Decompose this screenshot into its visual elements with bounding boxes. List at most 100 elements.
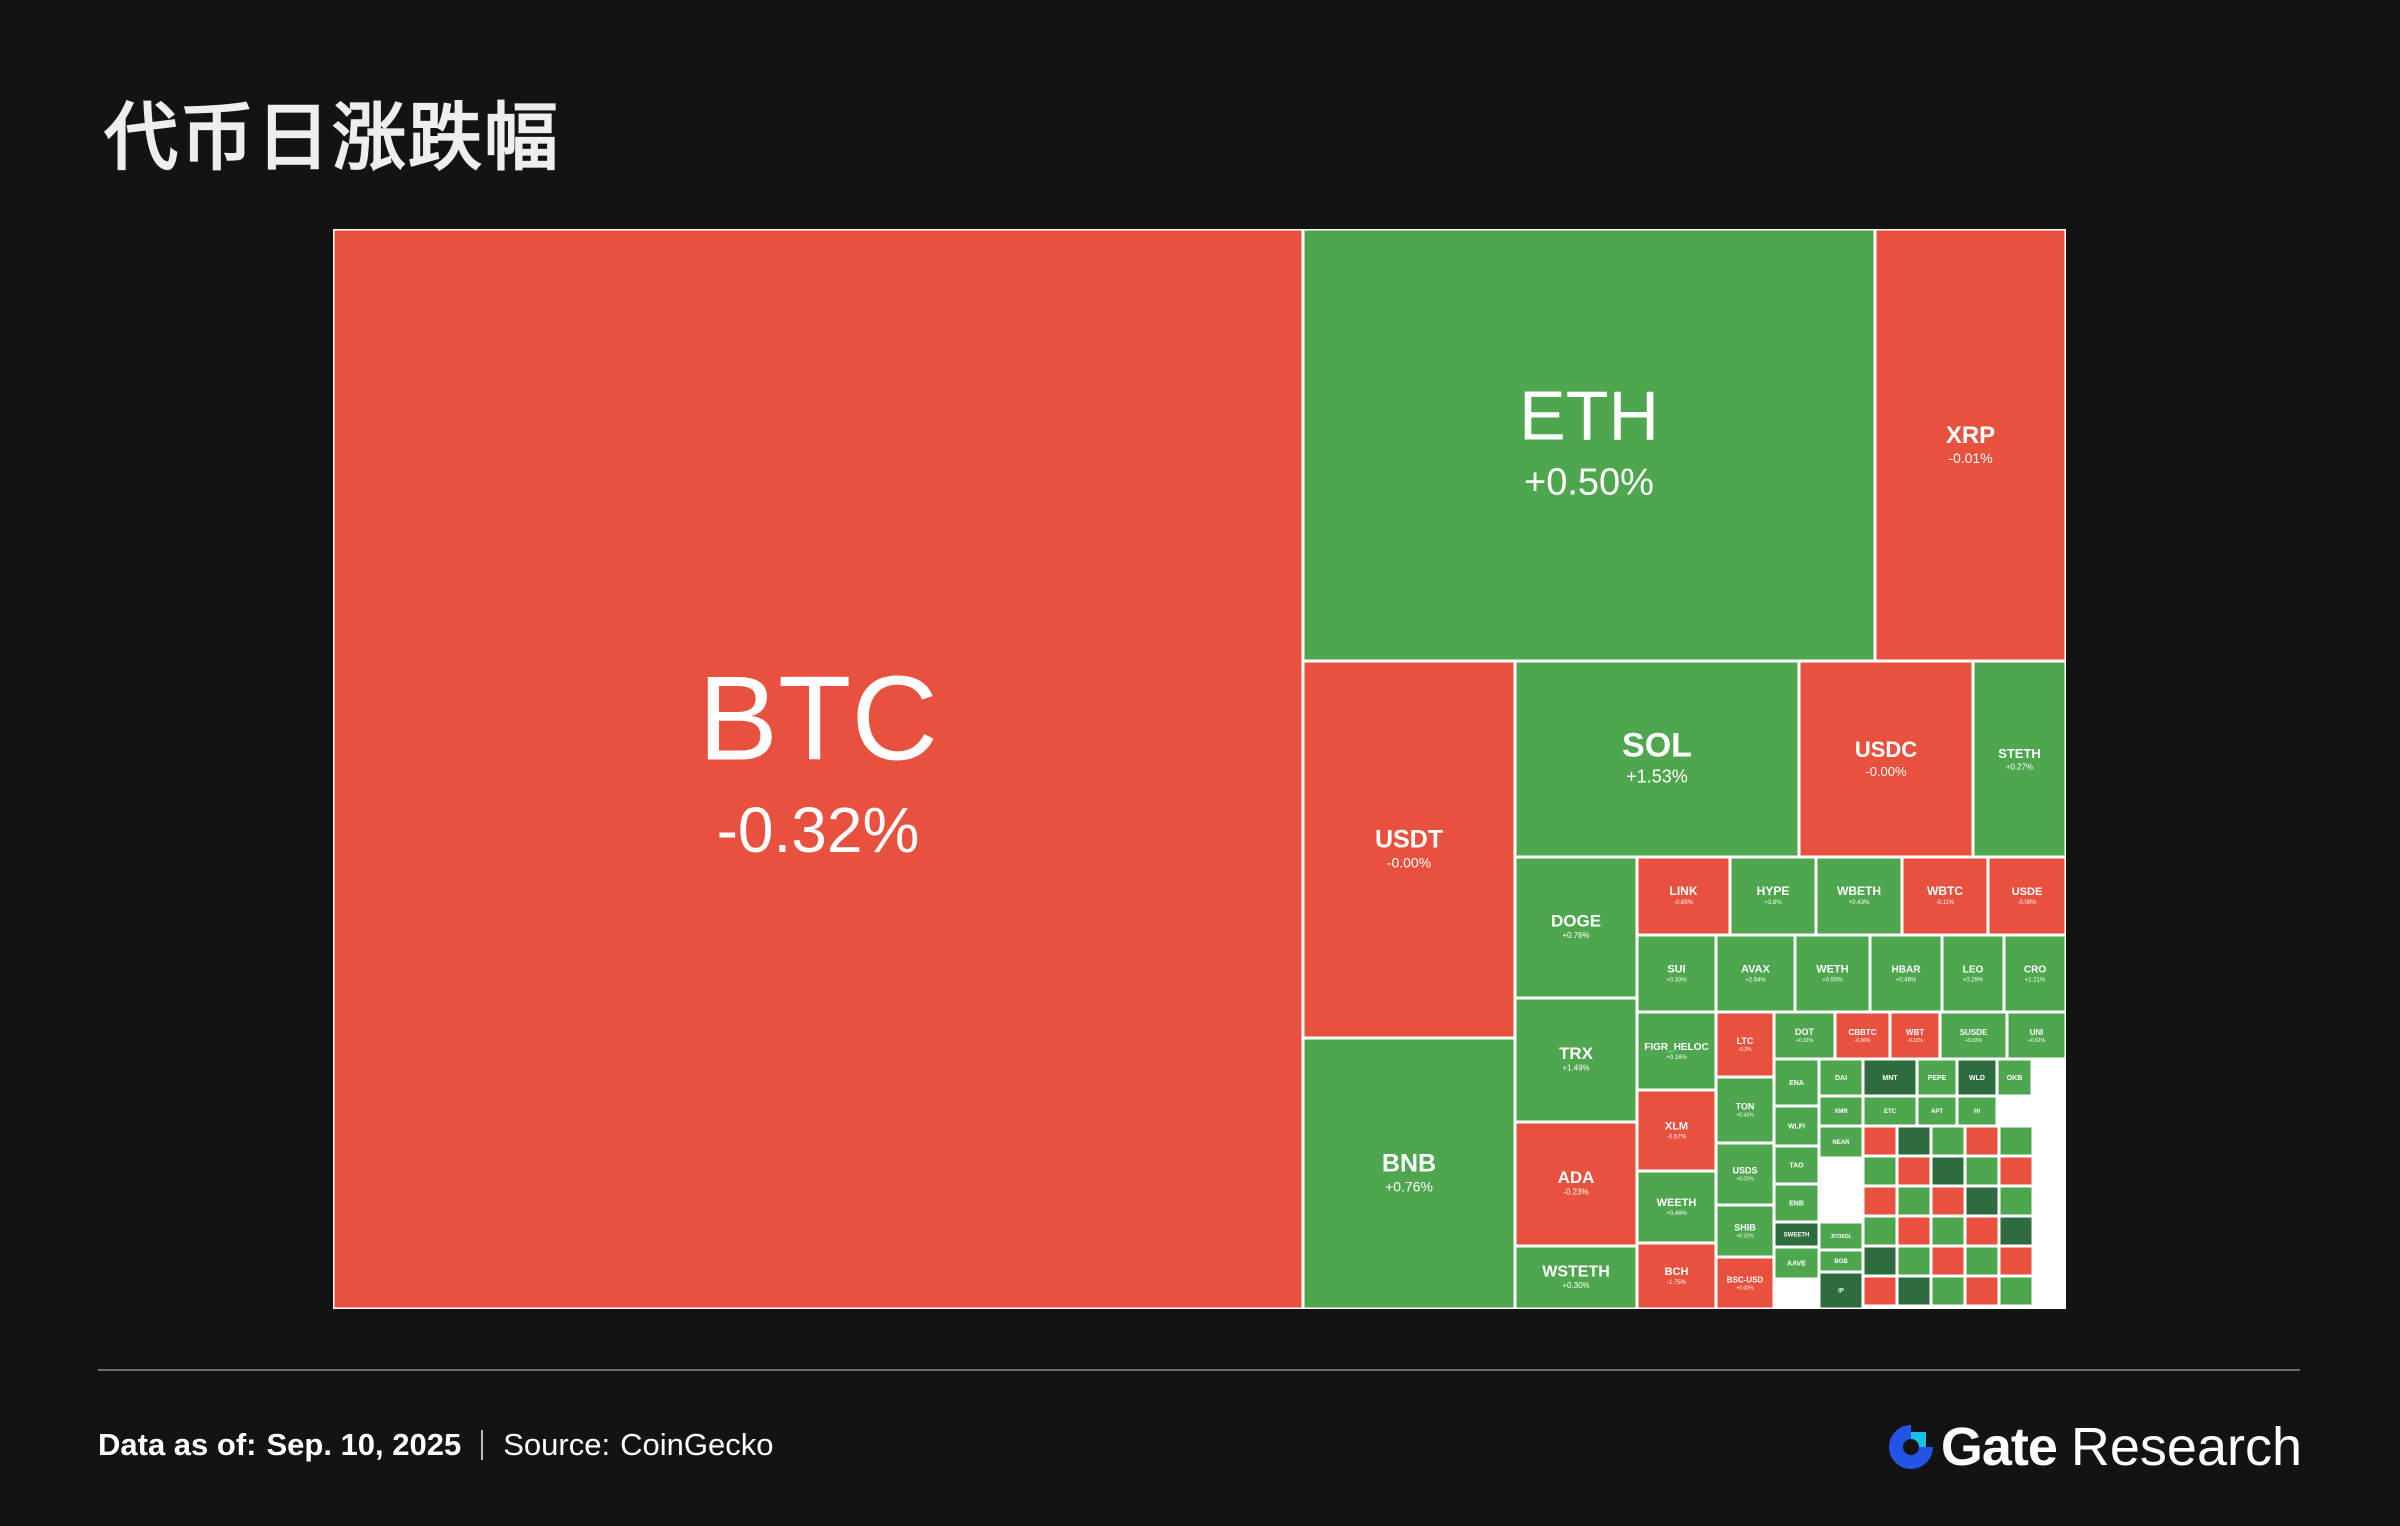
page-title: 代币日涨跌幅	[104, 95, 560, 181]
source-value: CoinGecko	[620, 1427, 774, 1462]
gate-logo-icon	[1888, 1425, 1933, 1469]
tile-change-bsc-usd: +0.00%	[1736, 1286, 1754, 1292]
tile-change-dot: +0.32%	[1796, 1038, 1814, 1044]
brand-logo: Gate Research	[1885, 1416, 2302, 1478]
tile-label-wbtc: WBTC	[1927, 884, 1963, 898]
tile-change-btc: -0.32%	[717, 794, 920, 866]
tile-wbeth	[1817, 858, 1901, 934]
tile-small-11	[1898, 1187, 1930, 1215]
tile-change-shib: +0.32%	[1736, 1234, 1754, 1240]
tile-change-avax: +2.94%	[1745, 977, 1766, 983]
tile-label-trx: TRX	[1559, 1044, 1594, 1063]
tile-label-jitosol: JITOSOL	[1830, 1234, 1851, 1240]
tile-change-usde: -0.08%	[2017, 900, 2037, 906]
tile-label-wld: WLD	[1969, 1075, 1985, 1082]
tile-label-bgb: BGB	[1834, 1259, 1848, 1265]
tile-wld	[1958, 1060, 1996, 1095]
tile-small-13	[1966, 1187, 1998, 1215]
tile-enb	[1775, 1185, 1818, 1221]
tile-change-cro: +1.21%	[2025, 977, 2046, 983]
tile-sol	[1516, 662, 1798, 856]
tile-label-eth: ETH	[1519, 376, 1659, 454]
tile-label-aave: AAVE	[1787, 1260, 1806, 1267]
tile-xrp	[1876, 230, 2065, 660]
tile-etc	[1864, 1097, 1916, 1125]
tile-change-uni: +0.62%	[2028, 1038, 2046, 1044]
tile-usdc	[1800, 662, 1972, 856]
tile-weth	[1796, 936, 1869, 1011]
tile-change-weeth: +0.46%	[1666, 1211, 1687, 1217]
tile-change-wsteth: +0.30%	[1562, 1281, 1589, 1290]
tile-change-sui: +0.33%	[1666, 977, 1687, 983]
tile-wbtc	[1903, 858, 1987, 934]
tile-change-weth: +0.50%	[1822, 977, 1843, 983]
tile-xmr	[1820, 1097, 1862, 1125]
tile-label-mnt: MNT	[1882, 1075, 1898, 1082]
tile-label-usde: USDE	[2012, 886, 2043, 898]
tile-label-okb: OKB	[2007, 1075, 2023, 1082]
tile-label-xmr: XMR	[1834, 1109, 1848, 1115]
tile-jitosol	[1820, 1223, 1862, 1249]
tile-label-apt: APT	[1931, 1109, 1943, 1115]
tile-ada	[1516, 1123, 1636, 1245]
tile-change-ltc: -0.3%	[1738, 1047, 1752, 1053]
tile-small-27	[1932, 1277, 1964, 1305]
date-label: Data as of:	[98, 1427, 257, 1462]
tile-change-wbtc: -0.11%	[1936, 900, 1955, 906]
tile-small-10	[1864, 1187, 1896, 1215]
tile-label-usds: USDS	[1732, 1165, 1757, 1175]
tile-label-weeth: WEETH	[1657, 1197, 1697, 1209]
tile-leo	[1943, 936, 2003, 1011]
tile-small-8	[1966, 1157, 1998, 1185]
tile-weeth	[1638, 1172, 1715, 1242]
tile-change-usdc: -0.00%	[1865, 764, 1907, 779]
tile-wsteth	[1516, 1247, 1636, 1308]
tile-steth	[1974, 662, 2065, 856]
tile-small-9	[2000, 1157, 2032, 1185]
tile-mnt	[1864, 1060, 1916, 1095]
brand-suffix: Research	[2070, 1417, 2302, 1477]
tile-bsc-usd	[1717, 1258, 1773, 1308]
footer-separator	[481, 1430, 484, 1460]
tile-label-ip: IP	[1838, 1289, 1844, 1295]
tile-label-xlm: XLM	[1665, 1121, 1688, 1133]
tile-change-steth: +0.27%	[2006, 762, 2033, 771]
tile-small-16	[1898, 1217, 1930, 1245]
date-value: Sep. 10, 2025	[266, 1427, 462, 1462]
tile-label-wlfi: WLFI	[1788, 1123, 1805, 1130]
tile-dai	[1820, 1060, 1862, 1095]
tile-label-link: LINK	[1670, 884, 1698, 898]
tile-change-doge: +0.76%	[1562, 931, 1589, 940]
tile-hype	[1731, 858, 1815, 934]
tile-ena	[1775, 1060, 1818, 1105]
tile-label-steth: STETH	[1998, 746, 2041, 761]
tile-avax	[1717, 936, 1794, 1011]
tile-label-pepe: PEPE	[1928, 1075, 1947, 1082]
tile-usdt	[1304, 662, 1514, 1037]
tile-small-20	[1864, 1247, 1896, 1275]
tile-label-sweeth: SWEETH	[1784, 1233, 1810, 1239]
tile-sui	[1638, 936, 1715, 1011]
brand-name: Gate	[1940, 1417, 2058, 1477]
treemap-chart: BTC -0.32% ETH +0.50% XRP -0.01% USDT -0.00% BNB…	[333, 229, 2066, 1309]
footer-divider	[98, 1369, 2300, 1371]
tile-label-bch: BCH	[1665, 1266, 1689, 1278]
tile-small-4	[2000, 1127, 2032, 1155]
tile-label-wsteth: WSTETH	[1542, 1263, 1610, 1280]
tile-small-21	[1898, 1247, 1930, 1275]
tile-btc	[334, 230, 1302, 1308]
tile-label-sui: SUI	[1667, 964, 1685, 976]
tile-label-xrp: XRP	[1946, 422, 1995, 449]
tile-figr_heloc	[1638, 1013, 1715, 1089]
tile-label-ltc: LTC	[1737, 1036, 1754, 1046]
tile-okb	[1998, 1060, 2031, 1095]
tile-label-cbbtc: CBBTC	[1849, 1028, 1877, 1037]
tile-ip	[1820, 1273, 1862, 1308]
tile-change-bnb: +0.76%	[1385, 1179, 1433, 1195]
tile-tao	[1775, 1147, 1818, 1183]
tile-hbar	[1871, 936, 1941, 1011]
tile-small-26	[1898, 1277, 1930, 1305]
tile-label-dot: DOT	[1795, 1027, 1815, 1037]
tile-change-trx: +1.49%	[1562, 1063, 1589, 1072]
tile-small-23	[1966, 1247, 1998, 1275]
